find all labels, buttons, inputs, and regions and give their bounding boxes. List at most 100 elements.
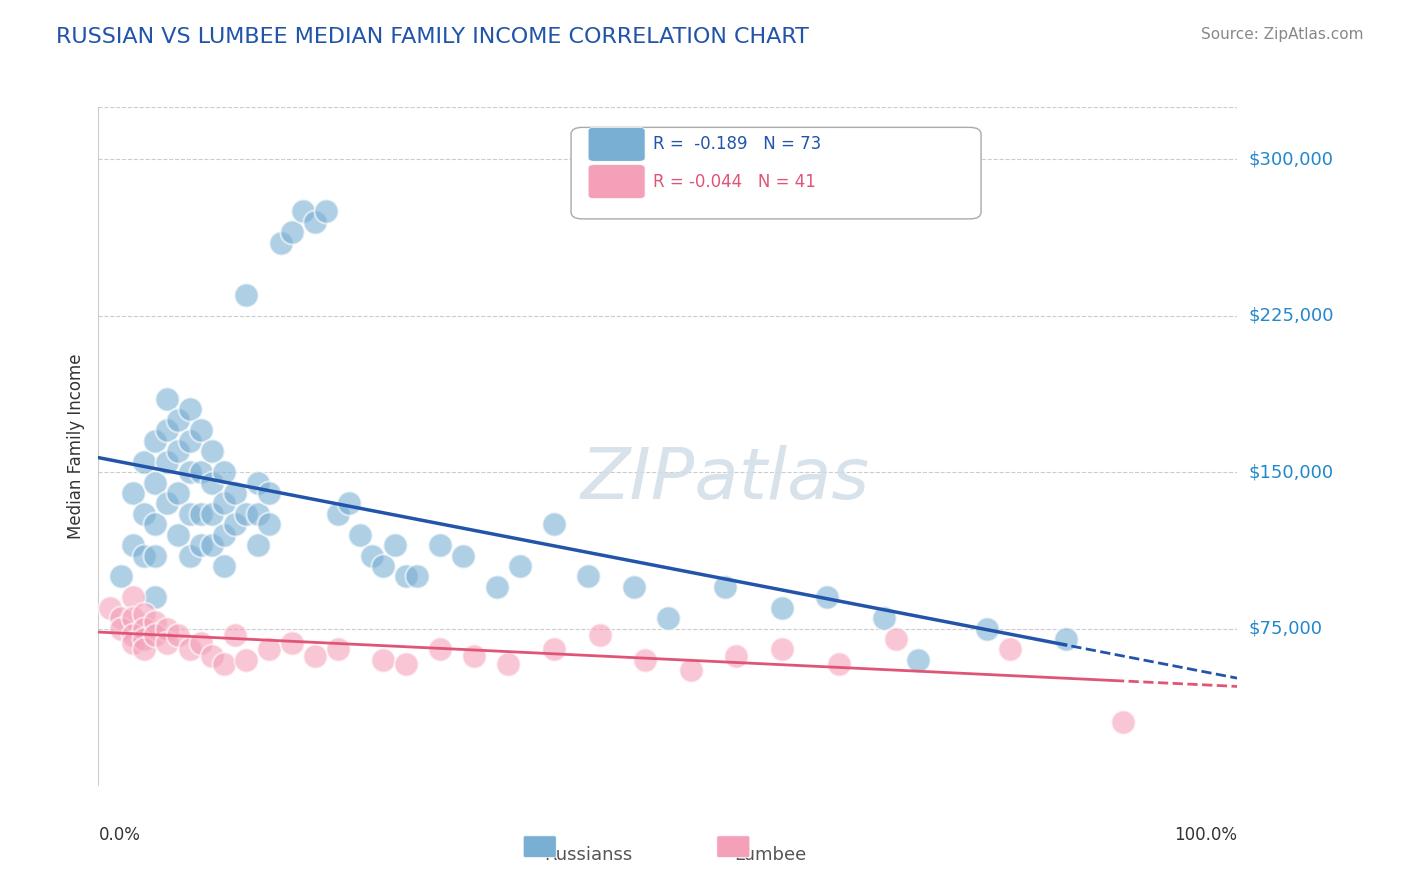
- FancyBboxPatch shape: [717, 836, 749, 857]
- Point: [121, 636, 143, 650]
- Point: [714, 580, 737, 594]
- FancyBboxPatch shape: [588, 165, 645, 199]
- Point: [179, 465, 201, 479]
- Point: [132, 642, 155, 657]
- Point: [110, 611, 132, 625]
- Point: [998, 642, 1021, 657]
- Point: [224, 517, 246, 532]
- Point: [110, 569, 132, 583]
- Point: [98, 600, 121, 615]
- Point: [259, 517, 281, 532]
- Text: $300,000: $300,000: [1249, 150, 1334, 169]
- Point: [145, 628, 167, 642]
- Point: [145, 434, 167, 448]
- Point: [235, 287, 257, 301]
- Text: $225,000: $225,000: [1249, 307, 1334, 325]
- Point: [110, 622, 132, 636]
- Point: [679, 663, 702, 677]
- Point: [884, 632, 907, 646]
- Point: [1054, 632, 1078, 646]
- Point: [212, 657, 235, 671]
- Point: [132, 622, 155, 636]
- Point: [121, 538, 143, 552]
- Point: [246, 538, 269, 552]
- Point: [201, 648, 224, 663]
- FancyBboxPatch shape: [571, 128, 981, 219]
- Point: [281, 225, 304, 239]
- Point: [132, 607, 155, 621]
- Point: [190, 423, 212, 437]
- Point: [259, 486, 281, 500]
- Point: [145, 475, 167, 490]
- Point: [623, 580, 645, 594]
- Point: [201, 475, 224, 490]
- Point: [121, 591, 143, 605]
- Point: [132, 549, 155, 563]
- Point: [212, 527, 235, 541]
- Point: [406, 569, 429, 583]
- Point: [349, 527, 371, 541]
- Point: [201, 507, 224, 521]
- Point: [828, 657, 851, 671]
- Text: R = -0.044   N = 41: R = -0.044 N = 41: [652, 173, 815, 191]
- Point: [543, 642, 565, 657]
- Point: [259, 642, 281, 657]
- Text: RUSSIAN VS LUMBEE MEDIAN FAMILY INCOME CORRELATION CHART: RUSSIAN VS LUMBEE MEDIAN FAMILY INCOME C…: [56, 27, 808, 46]
- Point: [326, 507, 349, 521]
- Point: [156, 455, 179, 469]
- Point: [657, 611, 679, 625]
- Point: [246, 507, 269, 521]
- Point: [576, 569, 599, 583]
- Point: [588, 628, 610, 642]
- Point: [190, 538, 212, 552]
- Point: [509, 558, 531, 573]
- Point: [132, 455, 155, 469]
- Point: [179, 507, 201, 521]
- Point: [167, 444, 190, 458]
- Point: [543, 517, 565, 532]
- Point: [725, 648, 748, 663]
- Point: [179, 549, 201, 563]
- Point: [132, 632, 155, 646]
- Point: [224, 628, 246, 642]
- Text: $75,000: $75,000: [1249, 620, 1323, 638]
- Point: [873, 611, 896, 625]
- Point: [156, 392, 179, 406]
- Y-axis label: Median Family Income: Median Family Income: [66, 353, 84, 539]
- Text: $150,000: $150,000: [1249, 463, 1334, 481]
- Point: [486, 580, 509, 594]
- Point: [315, 204, 337, 219]
- Point: [281, 636, 304, 650]
- Point: [201, 538, 224, 552]
- Point: [190, 465, 212, 479]
- Point: [292, 204, 315, 219]
- Point: [190, 636, 212, 650]
- Text: Source: ZipAtlas.com: Source: ZipAtlas.com: [1201, 27, 1364, 42]
- Point: [212, 558, 235, 573]
- Point: [156, 622, 179, 636]
- Point: [235, 507, 257, 521]
- Point: [770, 642, 793, 657]
- Point: [246, 475, 269, 490]
- Point: [463, 648, 485, 663]
- Point: [121, 486, 143, 500]
- Point: [634, 653, 657, 667]
- Point: [498, 657, 520, 671]
- Point: [235, 653, 257, 667]
- Point: [145, 615, 167, 630]
- Point: [337, 496, 360, 510]
- Point: [145, 549, 167, 563]
- Point: [179, 642, 201, 657]
- Point: [156, 496, 179, 510]
- Point: [156, 636, 179, 650]
- FancyBboxPatch shape: [523, 836, 557, 857]
- Point: [121, 628, 143, 642]
- Text: Lumbee: Lumbee: [734, 846, 807, 864]
- Point: [270, 235, 292, 250]
- Point: [360, 549, 382, 563]
- Point: [304, 648, 326, 663]
- Point: [224, 486, 246, 500]
- Point: [179, 402, 201, 417]
- Point: [201, 444, 224, 458]
- Point: [371, 558, 394, 573]
